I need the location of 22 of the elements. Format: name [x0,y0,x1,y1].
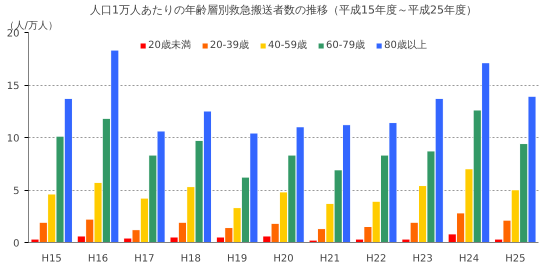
y-tick-label: 10 [6,134,20,144]
y-tick-label: 20 [6,28,20,40]
x-tick-label: H18 [180,254,201,264]
x-tick-label: H25 [505,254,526,264]
x-tick-label: H15 [42,254,62,264]
x-tick-label: H24 [458,254,480,264]
x-tick-label: H21 [320,254,340,264]
legend-label: 80歳以上 [384,38,427,52]
y-tick-label: 5 [13,186,20,197]
x-tick-label: H16 [88,254,108,264]
legend-label: 60-79歳 [326,38,366,52]
x-tick-label: H23 [412,254,433,264]
legend-label: 20-39歳 [210,38,249,52]
x-tick-label: H22 [366,254,386,264]
x-tick-label: H17 [134,254,155,264]
y-tick-label: 15 [6,81,20,92]
legend-label: 20歳未満 [148,38,191,52]
y-tick-label: 0 [13,238,20,250]
x-tick-label: H19 [227,254,248,264]
chart-title: 人口1万人あたりの年齢層別救急搬送者数の推移（平成15年度～平成25年度） [90,4,478,16]
legend-label: 40-59歳 [268,38,308,52]
x-tick-label: H20 [273,254,294,264]
